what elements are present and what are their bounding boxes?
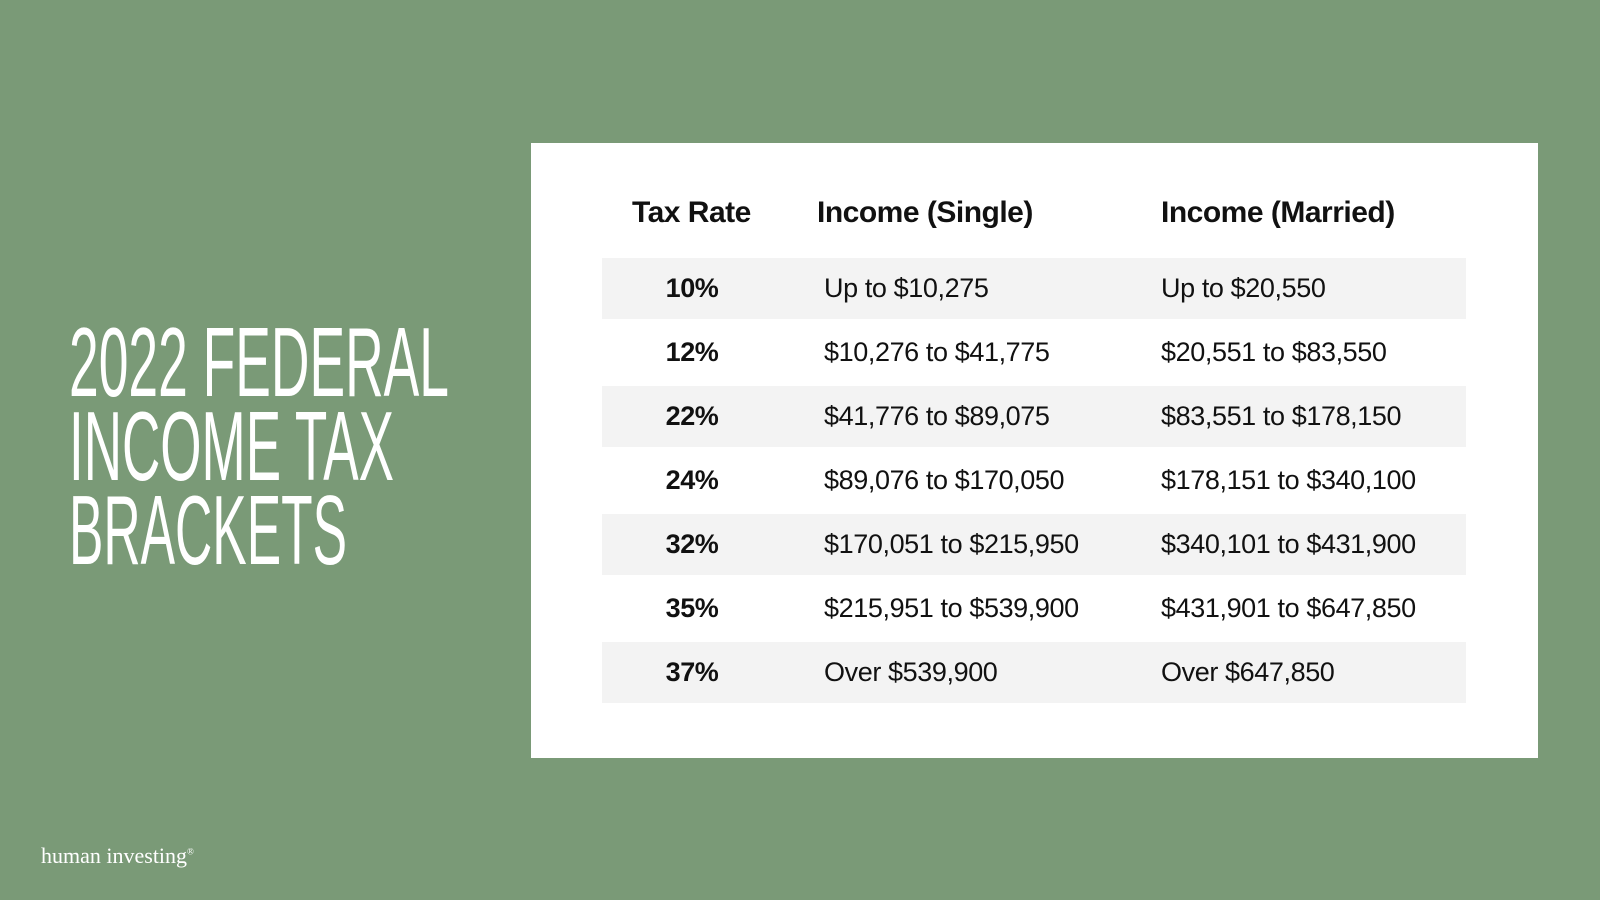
table-row: 37% Over $539,900 Over $647,850: [602, 642, 1466, 703]
table-cell: $10,276 to $41,775: [824, 337, 1050, 367]
table-cell: $178,151 to $340,100: [1161, 465, 1416, 495]
table-cell: $215,951 to $539,900: [824, 593, 1079, 623]
table-row: 32% $170,051 to $215,950 $340,101 to $431,…: [602, 514, 1466, 575]
title-block: 2022 FEDERAL INCOME TAX BRACKETS: [69, 307, 449, 585]
table-cell: $431,901 to $647,850: [1161, 593, 1416, 623]
table-cell: 12%: [665, 337, 719, 367]
table-cell: 10%: [665, 273, 719, 303]
title-line: INCOME TAX: [69, 391, 394, 501]
table-cell: 22%: [665, 401, 719, 431]
title-line: BRACKETS: [69, 475, 347, 585]
table-cell: Over $539,900: [824, 657, 998, 687]
column-header: Tax Rate: [632, 196, 751, 229]
table-row: 10% Up to $10,275 Up to $20,550: [602, 258, 1466, 319]
table-cell: 24%: [665, 465, 719, 495]
title-line: 2022 FEDERAL: [69, 307, 449, 417]
table-row: 35% $215,951 to $539,900 $431,901 to $647,…: [602, 578, 1466, 639]
table-cell: $41,776 to $89,075: [824, 401, 1050, 431]
column-header: Income (Married): [1161, 196, 1395, 229]
table-cell: 35%: [665, 593, 719, 623]
table-row: 12% $10,276 to $41,775 $20,551 to $83,550: [602, 322, 1466, 383]
logo-mark: ®: [187, 846, 194, 857]
table-cell: Up to $20,550: [1161, 273, 1326, 303]
logo: human investing®: [41, 843, 194, 869]
table-cell: $20,551 to $83,550: [1161, 337, 1387, 367]
table-cell: 32%: [665, 529, 719, 559]
table-cell: Over $647,850: [1161, 657, 1335, 687]
table-cell: 37%: [665, 657, 719, 687]
table-row: 24% $89,076 to $170,050 $178,151 to $340,1…: [602, 450, 1466, 511]
table-row: 22% $41,776 to $89,075 $83,551 to $178,150: [602, 386, 1466, 447]
table-cell: Up to $10,275: [824, 273, 989, 303]
column-header: Income (Single): [817, 196, 1033, 229]
table-cell: $89,076 to $170,050: [824, 465, 1065, 495]
logo-text: human investing: [41, 843, 188, 868]
table-cell: $83,551 to $178,150: [1161, 401, 1402, 431]
table-cell: $170,051 to $215,950: [824, 529, 1079, 559]
table-cell: $340,101 to $431,900: [1161, 529, 1416, 559]
